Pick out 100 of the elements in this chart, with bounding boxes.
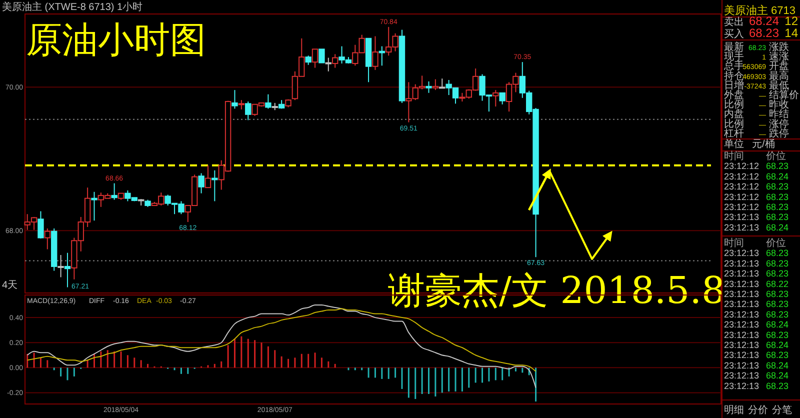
text: 最高 [769, 70, 789, 82]
text: 68.23 [766, 192, 789, 202]
text: 23:12:13 [724, 320, 760, 330]
text: 23:12:13 [724, 309, 760, 320]
text: 68.23 [766, 258, 789, 268]
text: 68.23 [766, 268, 789, 279]
text: 68.23 [766, 380, 789, 391]
text: 68.23 [766, 299, 789, 310]
text: 时间 [724, 150, 744, 162]
text: 外盘 [724, 89, 744, 101]
chart-title: 原油小时图 [26, 20, 206, 61]
text: 68.23 [749, 26, 780, 40]
text: 23:12:12 [724, 182, 760, 192]
text: 分笔 [772, 404, 792, 416]
text: 最新 [724, 41, 744, 53]
text: 23:12:13 [724, 350, 760, 360]
text: 卖出 [724, 16, 744, 28]
text: 23:12:13 [724, 340, 760, 350]
text: 68.23 [766, 289, 789, 299]
candlestick [111, 182, 118, 200]
candlestick [198, 172, 204, 194]
text: 23:12:13 [724, 360, 760, 370]
candlestick [204, 164, 212, 188]
text: 68.24 [766, 340, 789, 350]
text: 23:12:13 [724, 289, 760, 299]
text: 14 [784, 26, 798, 40]
candlestick [372, 36, 378, 70]
text: 68.24 [749, 14, 780, 28]
text: 68.23 [766, 161, 789, 172]
text: 分价 [748, 404, 768, 416]
candlestick [212, 170, 218, 202]
candlestick [318, 48, 325, 64]
annotation: 谢豪杰/文 2018.5.8 [388, 269, 725, 312]
text: 23:12:13 [724, 248, 760, 258]
text: 比例 [724, 118, 744, 130]
text: 23:12:12 [724, 202, 760, 212]
text: 68.24 [766, 370, 789, 381]
text: 买入 [724, 28, 744, 40]
text: 4天 [2, 280, 18, 291]
candlestick [305, 55, 312, 66]
text: 23:12:13 [724, 258, 760, 268]
candlestick [265, 94, 272, 110]
candlestick [332, 54, 338, 68]
text: 23:12:13 [724, 299, 760, 310]
candlestick [432, 78, 439, 91]
line-series [26, 308, 536, 372]
text: 涨停 [769, 118, 789, 130]
chart-subtitle: 美原油主 (XTWE-8 6713) 1小时 [2, 1, 143, 13]
text: 涨跌 [769, 41, 789, 53]
text: 持仓 [724, 70, 744, 82]
text: 68.23 [766, 309, 789, 320]
candlestick [238, 100, 245, 110]
text: 23:12:13 [724, 370, 760, 381]
text: 时间 [724, 237, 744, 249]
text: 23:12:12 [724, 192, 760, 202]
text: 68.23 [766, 350, 789, 360]
text: 68.23 [766, 212, 789, 222]
text: 跌停 [769, 127, 789, 140]
text: 开盘 [769, 60, 789, 72]
candlestick [64, 252, 71, 288]
text: 结算价 [769, 89, 799, 101]
candlestick [245, 101, 252, 121]
text: 68.23 [766, 248, 789, 258]
text: 价位 [765, 150, 786, 162]
candlestick [499, 92, 506, 105]
text: 元/桶 [752, 138, 775, 150]
text: 68.24 [766, 320, 789, 330]
text: 23:12:13 [724, 278, 760, 289]
text: 23:12:13 [724, 380, 760, 391]
candlestick [426, 80, 432, 94]
candlestick [325, 57, 332, 72]
text: 12 [784, 14, 798, 28]
text: 68.22 [766, 278, 789, 289]
text: 68.24 [766, 171, 789, 182]
text: 单位 [724, 138, 744, 150]
candlestick [439, 78, 446, 89]
text: 68.23 [766, 330, 789, 340]
text: 杠杆 [723, 127, 744, 140]
text: 日增 [724, 79, 744, 92]
text: 23:12:12 [724, 171, 760, 182]
candlestick [44, 228, 51, 250]
text: 23:12:13 [724, 268, 760, 279]
text: 68.24 [766, 222, 789, 232]
candlestick [312, 48, 318, 68]
text: 23:12:13 [724, 212, 760, 222]
text: 68.23 [766, 182, 789, 192]
text: 23:12:12 [724, 161, 760, 172]
text: 明细 [724, 404, 744, 416]
text: 美原油主 6713 [724, 4, 796, 17]
candlestick [91, 191, 98, 222]
candlestick [58, 254, 64, 278]
text: 价位 [765, 237, 786, 249]
text: 23:12:13 [724, 222, 760, 232]
text: 23:12:13 [724, 330, 760, 340]
text: 最低 [769, 80, 789, 92]
candlestick [38, 210, 44, 239]
text: 68.23 [766, 202, 789, 212]
candlestick [492, 90, 499, 108]
candlestick [232, 90, 238, 110]
text: 68.24 [766, 360, 789, 370]
